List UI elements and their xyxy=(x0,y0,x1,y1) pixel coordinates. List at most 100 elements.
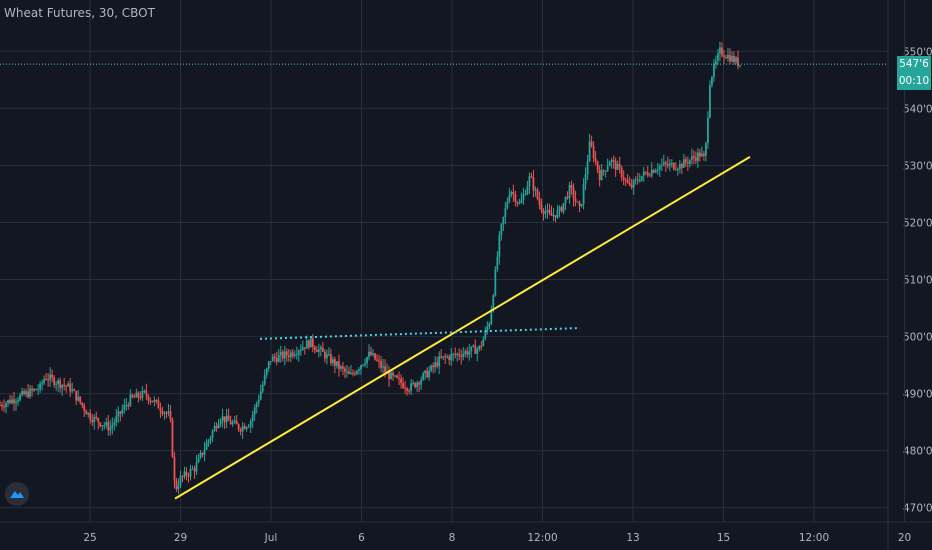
candle-body xyxy=(305,340,308,349)
candle-body xyxy=(295,354,298,356)
candle-body xyxy=(133,396,136,398)
candle-body xyxy=(735,57,737,63)
candle-body xyxy=(325,354,328,359)
candle-body xyxy=(688,159,691,164)
candle-body xyxy=(83,405,86,411)
resistance-line xyxy=(259,327,581,340)
candle-body xyxy=(344,368,346,372)
candle-body xyxy=(309,338,312,348)
candle-body xyxy=(370,351,372,355)
candle-body xyxy=(596,161,599,170)
candle-body xyxy=(313,347,316,350)
candle-body xyxy=(694,157,697,161)
candle-body xyxy=(65,385,68,387)
candle-body xyxy=(291,352,294,356)
candle-body xyxy=(638,180,641,182)
candle-body xyxy=(430,365,433,371)
candle-body xyxy=(626,179,629,183)
candle-body xyxy=(43,378,46,384)
candle-body xyxy=(191,468,194,470)
candle-body xyxy=(289,352,292,358)
x-tick-label: 13 xyxy=(626,532,639,544)
candle-body xyxy=(608,162,611,167)
y-tick-label: 480'0 xyxy=(903,446,932,458)
candle-body xyxy=(63,384,66,386)
candle-body xyxy=(185,471,188,476)
candle-body xyxy=(301,347,304,350)
candle-body xyxy=(634,179,637,181)
y-tick-label: 470'0 xyxy=(903,503,932,515)
candle-body xyxy=(75,390,78,401)
candle-body xyxy=(572,188,575,199)
candle-body xyxy=(520,200,523,203)
candle-body xyxy=(27,391,29,397)
candle-body xyxy=(179,476,182,486)
candle-body xyxy=(518,202,521,204)
candle-body xyxy=(448,356,451,361)
candle-body xyxy=(616,164,619,170)
candle-body xyxy=(35,389,37,391)
candle-body xyxy=(362,364,364,366)
candle-body xyxy=(654,170,657,173)
candle-body xyxy=(33,389,35,391)
x-tick-label: 12:00 xyxy=(527,532,557,544)
candle-body xyxy=(45,378,48,380)
candle-body xyxy=(492,295,495,311)
candle-body xyxy=(532,177,535,191)
candle-body xyxy=(640,176,643,181)
candle-body xyxy=(95,416,98,419)
y-tick-label: 490'0 xyxy=(903,389,932,401)
x-tick-label: 15 xyxy=(717,532,730,544)
candle-body xyxy=(578,202,581,207)
candle-body xyxy=(512,191,515,194)
candle-body xyxy=(488,323,491,327)
candle-body xyxy=(103,425,106,427)
candle-body xyxy=(384,366,386,372)
candle-body xyxy=(692,156,695,158)
candle-body xyxy=(442,356,445,358)
candle-body xyxy=(149,400,152,402)
candle-body xyxy=(707,117,709,144)
candle-body xyxy=(287,355,290,358)
candle-body xyxy=(364,363,366,365)
tradingview-logo-icon[interactable] xyxy=(5,482,29,506)
candle-body xyxy=(622,177,625,180)
candle-body xyxy=(462,353,465,358)
candle-body xyxy=(57,380,60,385)
candle-body xyxy=(235,420,238,425)
candle-body xyxy=(554,215,557,218)
candle-body xyxy=(5,403,7,408)
trendline xyxy=(174,156,751,500)
candle-body xyxy=(99,422,102,427)
candle-body xyxy=(115,416,118,423)
candle-body xyxy=(610,159,613,163)
candle-body xyxy=(97,418,100,423)
candle-body xyxy=(366,357,368,364)
last-price-badge: 547'6 xyxy=(897,56,931,74)
candle-body xyxy=(490,310,493,324)
candle-body xyxy=(484,330,487,339)
candle-body xyxy=(55,384,58,386)
candle-body xyxy=(53,377,56,386)
candle-body xyxy=(255,403,258,408)
candle-body xyxy=(466,351,469,355)
candle-body xyxy=(650,169,653,176)
candle-body xyxy=(526,186,529,195)
candle-body xyxy=(89,412,92,421)
candle-body xyxy=(468,351,471,355)
candle-body xyxy=(456,353,459,356)
candle-body xyxy=(141,390,144,398)
candle-body xyxy=(422,373,425,380)
candle-body xyxy=(17,400,19,402)
candle-body xyxy=(682,159,685,168)
candle-body xyxy=(350,372,352,374)
candle-body xyxy=(297,350,300,355)
candle-body xyxy=(528,176,531,187)
candle-body xyxy=(486,326,489,331)
candle-body xyxy=(213,426,216,432)
candle-body xyxy=(450,354,453,361)
candle-body xyxy=(476,349,479,354)
candle-body xyxy=(41,383,44,385)
candle-body xyxy=(558,207,561,211)
